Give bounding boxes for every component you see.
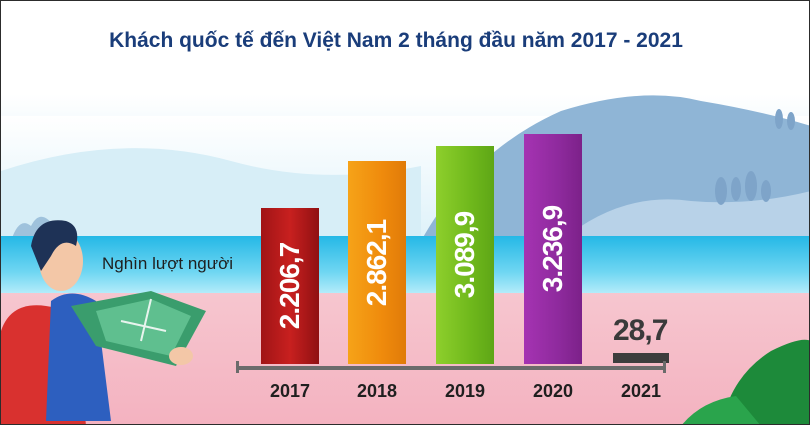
x-label-2021: 2021	[620, 381, 662, 401]
chart-title: Khách quốc tế đến Việt Nam 2 tháng đầu n…	[109, 29, 683, 52]
x-label-2019: 2019	[444, 381, 486, 401]
x-axis-tick-left	[236, 361, 239, 373]
bar-2019: 3.089,9	[436, 146, 494, 364]
x-axis	[236, 366, 666, 370]
bar-2017: 2.206,7	[261, 208, 319, 364]
bar-2019-value: 3.089,9	[449, 211, 480, 299]
x-axis-tick-right	[663, 361, 666, 373]
x-label-2020: 2020	[532, 381, 574, 401]
bar-2021-value: 28,7	[613, 314, 668, 347]
bar-2018: 2.862,1	[348, 161, 406, 364]
x-label-2018: 2018	[356, 381, 398, 401]
bar-2020: 3.236,9	[524, 134, 582, 364]
bar-2017-value: 2.206,7	[274, 242, 305, 330]
bar-2020-value: 3.236,9	[537, 205, 568, 293]
bar-2018-value: 2.862,1	[361, 219, 392, 306]
x-label-2017: 2017	[269, 381, 311, 401]
unit-label: Nghìn lượt người	[102, 254, 234, 273]
bar-2021	[613, 353, 669, 363]
